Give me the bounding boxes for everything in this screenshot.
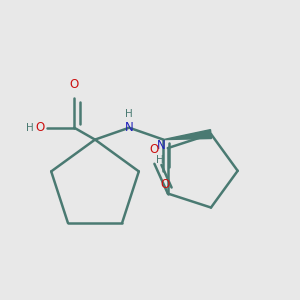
Text: H: H xyxy=(26,123,34,133)
Text: N: N xyxy=(157,139,165,152)
Polygon shape xyxy=(164,130,211,140)
Text: H: H xyxy=(125,110,133,119)
Text: O: O xyxy=(70,78,79,91)
Text: N: N xyxy=(125,121,134,134)
Text: O: O xyxy=(150,143,159,156)
Text: O: O xyxy=(36,121,45,134)
Text: H: H xyxy=(157,154,164,165)
Text: O: O xyxy=(160,178,170,191)
